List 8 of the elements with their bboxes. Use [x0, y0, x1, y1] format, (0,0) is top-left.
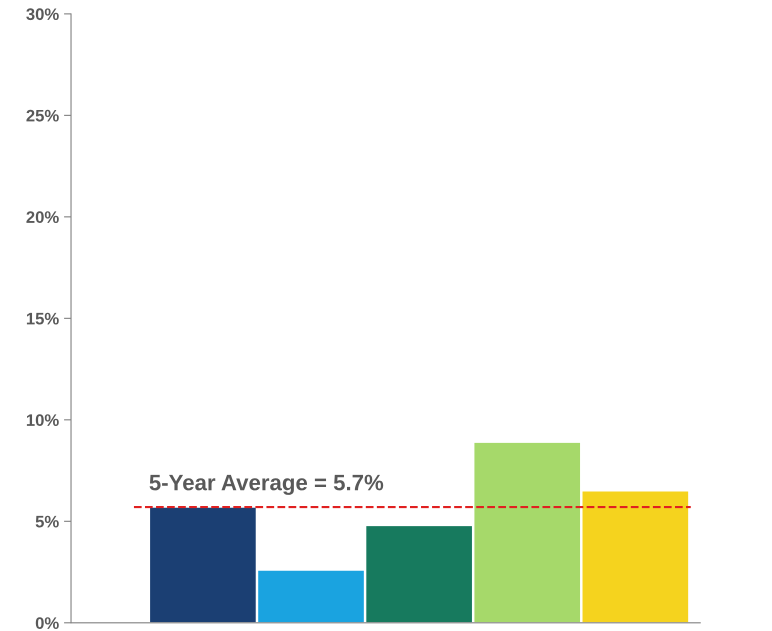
y-tick-label: 0% [36, 617, 59, 629]
y-tick-label: 20% [26, 211, 59, 224]
y-tick-label: 30% [26, 8, 59, 20]
y-tick-label: 15% [26, 312, 59, 325]
y-tick-label: 10% [26, 414, 59, 426]
y-tick-label: 5% [36, 516, 59, 528]
ref-line-label: 5-Year Average = 5.7% [150, 474, 384, 495]
y-tick-label: 25% [26, 110, 59, 122]
